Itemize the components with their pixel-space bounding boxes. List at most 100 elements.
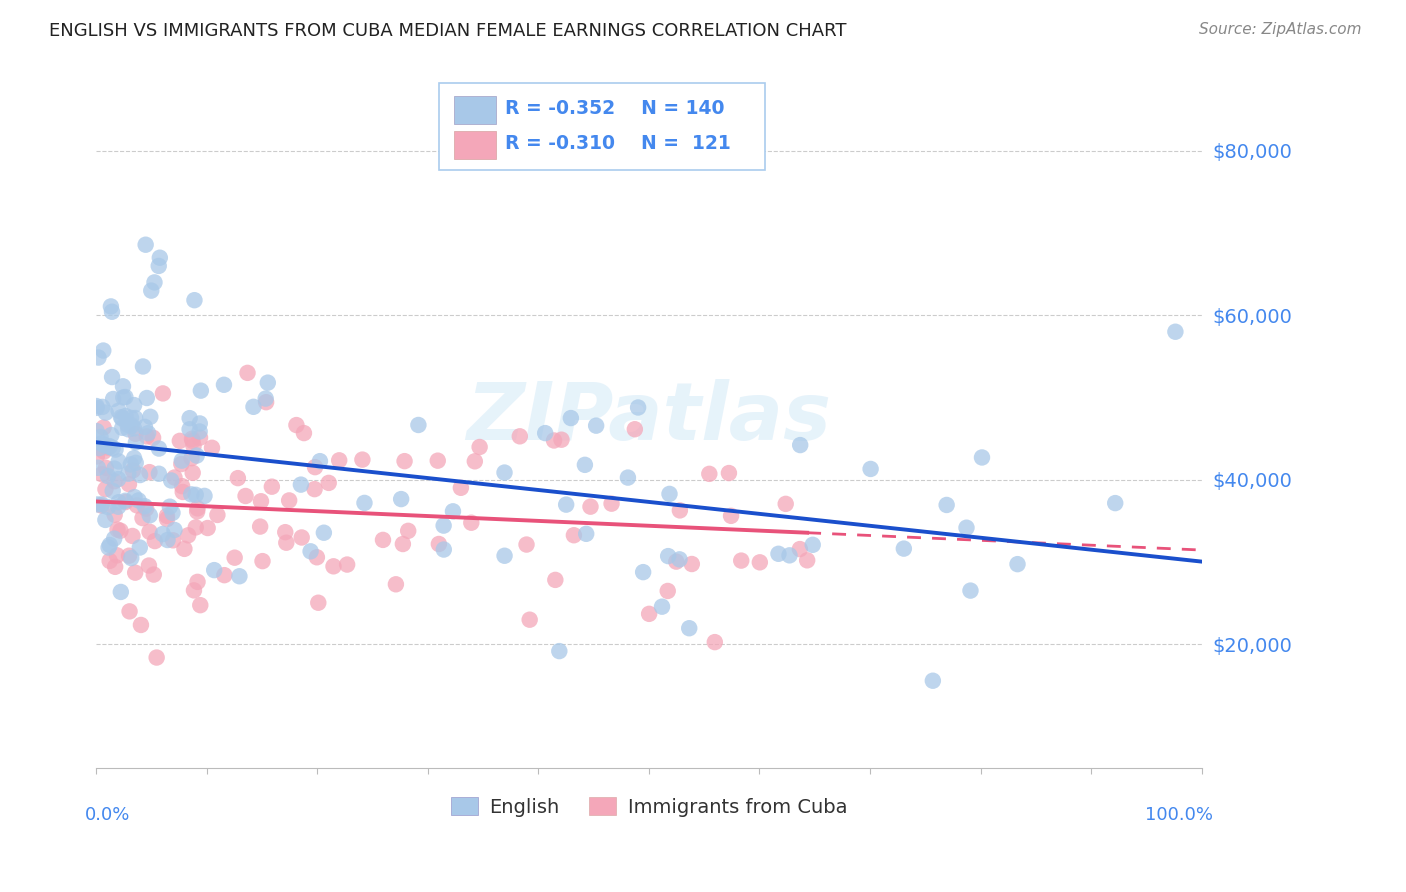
Point <box>135 237 157 252</box>
Point <box>111 421 134 435</box>
Point <box>170 479 193 493</box>
Point <box>389 492 412 507</box>
Point <box>669 503 692 517</box>
Point <box>103 475 125 489</box>
Point <box>658 487 681 501</box>
Point <box>651 599 673 614</box>
Point <box>396 524 419 538</box>
Point <box>193 489 215 503</box>
Point <box>124 426 146 441</box>
Point <box>97 541 120 555</box>
Point <box>681 557 703 571</box>
Point <box>114 495 136 509</box>
Point <box>441 504 464 518</box>
Point <box>433 542 456 557</box>
Point <box>285 418 308 433</box>
Point <box>98 440 121 454</box>
Point <box>97 469 120 483</box>
Point <box>678 621 700 635</box>
Point <box>408 417 430 432</box>
Point <box>122 451 145 466</box>
Point <box>89 441 111 455</box>
Point <box>290 477 312 491</box>
Point <box>254 392 277 406</box>
Point <box>143 534 166 549</box>
Point <box>304 460 326 475</box>
Point <box>114 493 136 508</box>
Text: 100.0%: 100.0% <box>1144 806 1212 824</box>
Point <box>129 618 152 632</box>
Point <box>134 500 156 514</box>
Point <box>328 453 350 467</box>
Point <box>730 553 752 567</box>
Point <box>515 537 537 551</box>
Point <box>131 511 153 525</box>
Point <box>100 428 122 442</box>
Point <box>955 521 977 535</box>
Point <box>89 430 111 444</box>
Point <box>1164 325 1187 339</box>
Point <box>124 566 146 580</box>
Point <box>138 558 160 573</box>
Point <box>101 483 124 498</box>
Point <box>170 457 193 471</box>
Point <box>98 554 121 568</box>
Point <box>186 504 208 518</box>
Point <box>278 493 301 508</box>
Point <box>91 400 114 414</box>
Point <box>703 635 725 649</box>
Point <box>250 494 273 508</box>
Point <box>697 467 720 481</box>
Point <box>305 550 328 565</box>
Point <box>183 583 205 598</box>
Point <box>353 496 375 510</box>
Point <box>322 559 344 574</box>
Point <box>235 489 257 503</box>
FancyBboxPatch shape <box>454 96 496 125</box>
Point <box>468 440 491 454</box>
Point <box>638 607 661 621</box>
Point <box>720 508 742 523</box>
Point <box>188 431 211 445</box>
FancyBboxPatch shape <box>454 131 496 160</box>
Point <box>122 463 145 477</box>
Point <box>291 531 314 545</box>
Point <box>107 500 129 514</box>
Point <box>90 498 112 512</box>
Point <box>86 498 108 512</box>
Point <box>260 480 283 494</box>
Point <box>132 359 155 374</box>
Point <box>128 493 150 508</box>
Point <box>181 434 204 448</box>
Point <box>114 390 136 404</box>
Point <box>101 305 124 319</box>
Point <box>118 604 141 618</box>
Point <box>152 386 174 401</box>
Point <box>624 422 647 436</box>
Point <box>242 400 264 414</box>
Point <box>184 520 207 534</box>
Point <box>104 442 127 457</box>
Point <box>136 426 159 441</box>
Point <box>779 549 801 563</box>
Point <box>574 458 596 472</box>
Point <box>274 525 297 540</box>
Point <box>135 429 157 443</box>
Point <box>276 535 298 549</box>
Point <box>86 401 108 415</box>
Point <box>125 435 148 450</box>
Point <box>138 465 160 479</box>
Text: ZIPatlas: ZIPatlas <box>467 379 831 457</box>
Point <box>249 519 271 533</box>
Point <box>122 421 145 435</box>
Point <box>585 418 607 433</box>
Point <box>789 438 811 452</box>
Point <box>117 417 139 432</box>
Point <box>103 461 125 475</box>
Point <box>668 552 690 566</box>
Point <box>87 460 110 475</box>
Point <box>575 526 598 541</box>
Point <box>94 461 117 475</box>
Text: ENGLISH VS IMMIGRANTS FROM CUBA MEDIAN FEMALE EARNINGS CORRELATION CHART: ENGLISH VS IMMIGRANTS FROM CUBA MEDIAN F… <box>49 22 846 40</box>
Point <box>139 409 162 424</box>
